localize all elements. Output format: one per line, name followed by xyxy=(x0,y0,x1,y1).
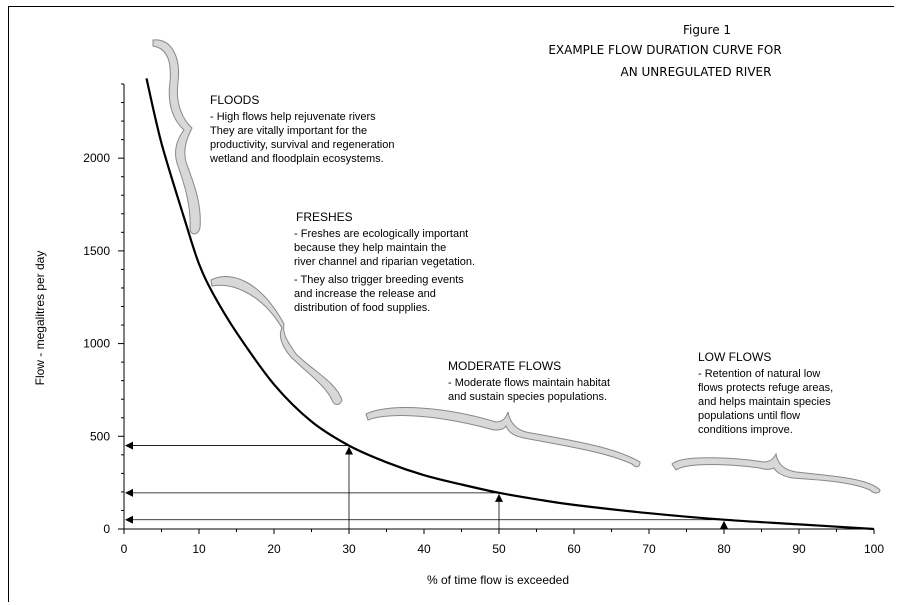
x-axis-label: % of time flow is exceeded xyxy=(427,573,569,587)
moderate-line-1: - Moderate flows maintain habitat xyxy=(448,377,610,389)
y-axis-label: Flow - megalitres per day xyxy=(33,251,47,386)
x-tick-label: 30 xyxy=(342,542,356,556)
floods-annotation: FLOODS - High flows help rejuvenate rive… xyxy=(209,93,394,165)
moderate-brace xyxy=(365,407,641,468)
y-tick-label: 2000 xyxy=(83,151,110,165)
moderate-annotation: MODERATE FLOWS - Moderate flows maintain… xyxy=(448,359,610,403)
floods-line-4: wetland and floodplain ecosystems. xyxy=(209,153,384,165)
low-flows-line-4: populations until flow xyxy=(698,410,800,422)
freshes-line-6: distribution of food supplies. xyxy=(294,302,430,314)
moderate-line-2: and sustain species populations. xyxy=(448,391,607,403)
floods-heading: FLOODS xyxy=(210,93,259,107)
freshes-line-1: - Freshes are ecologically important xyxy=(294,228,468,240)
x-tick-label: 40 xyxy=(417,542,431,556)
freshes-line-4: - They also trigger breeding events xyxy=(294,274,464,286)
floods-brace xyxy=(152,39,201,235)
y-tick-label: 1500 xyxy=(83,244,110,258)
freshes-line-3: river channel and riparian vegetation. xyxy=(294,256,475,268)
y-tick-label: 0 xyxy=(103,522,110,536)
freshes-line-2: because they help maintain the xyxy=(294,242,446,254)
floods-line-3: productivity, survival and regeneration xyxy=(210,139,394,151)
figure-title-line-1: EXAMPLE FLOW DURATION CURVE FOR xyxy=(548,43,781,57)
x-tick-label: 0 xyxy=(121,542,128,556)
x-tick-label: 90 xyxy=(792,542,806,556)
x-tick-label: 50 xyxy=(492,542,506,556)
floods-line-2: They are vitally important for the xyxy=(210,125,367,137)
low-flows-line-3: and helps maintain species xyxy=(698,396,831,408)
low-flows-line-2: flows protects refuge areas, xyxy=(698,382,833,394)
freshes-line-5: and increase the release and xyxy=(294,288,436,300)
reference-lines xyxy=(125,441,728,529)
y-tick-label: 500 xyxy=(90,429,110,443)
x-tick-label: 70 xyxy=(642,542,656,556)
freshes-brace xyxy=(210,276,343,405)
y-tick-label: 1000 xyxy=(83,337,110,351)
x-ticks: 0 10 20 30 40 50 60 70 80 90 100 xyxy=(121,529,884,556)
low-flows-line-1: - Retention of natural low xyxy=(698,368,820,380)
x-tick-label: 60 xyxy=(567,542,581,556)
x-tick-label: 10 xyxy=(192,542,206,556)
flow-duration-curve xyxy=(145,78,875,531)
freshes-annotation: FRESHES - Freshes are ecologically impor… xyxy=(294,210,475,314)
low-flows-heading: LOW FLOWS xyxy=(698,350,771,364)
annotation-braces xyxy=(152,39,881,494)
moderate-heading: MODERATE FLOWS xyxy=(448,359,561,373)
figure-number: Figure 1 xyxy=(683,23,731,37)
y-ticks: 0 500 1000 1500 2000 xyxy=(83,83,124,536)
figure-frame xyxy=(8,6,894,602)
x-tick-label: 80 xyxy=(717,542,731,556)
floods-line-1: - High flows help rejuvenate rivers xyxy=(210,111,376,123)
low-brace xyxy=(671,452,881,494)
low-flows-line-5: conditions improve. xyxy=(698,424,793,436)
low-flows-annotation: LOW FLOWS - Retention of natural low flo… xyxy=(698,350,833,436)
x-tick-label: 100 xyxy=(864,542,884,556)
x-tick-label: 20 xyxy=(267,542,281,556)
freshes-heading: FRESHES xyxy=(296,210,353,224)
figure-title-line-2: AN UNREGULATED RIVER xyxy=(621,65,772,79)
